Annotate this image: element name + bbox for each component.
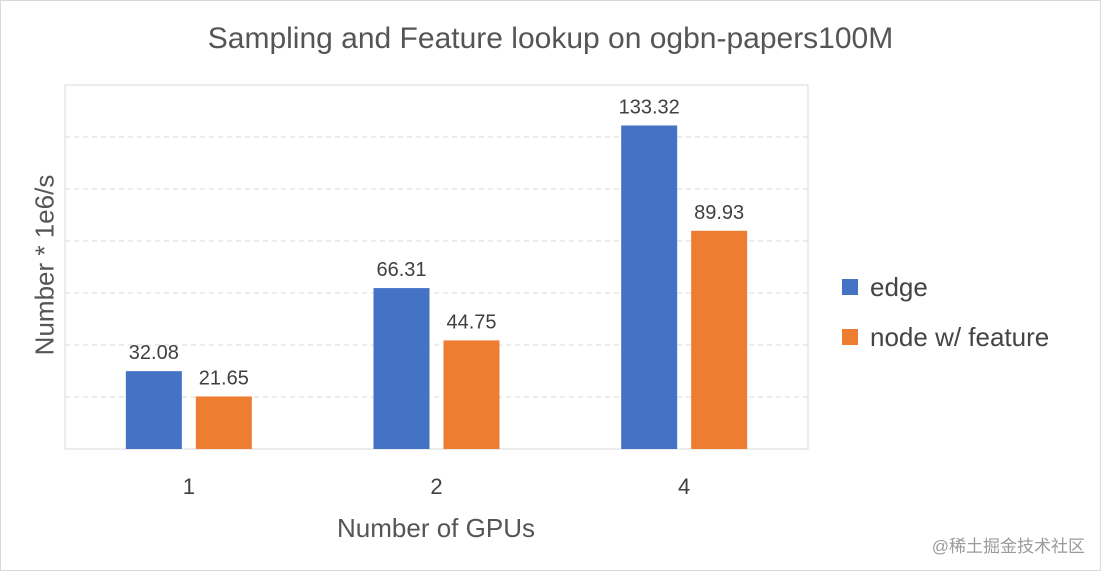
- x-tick-label: 1: [183, 474, 195, 499]
- data-label-node-w-feature-gpu-4: 89.93: [694, 202, 744, 224]
- x-tick-label: 2: [430, 474, 442, 499]
- bar-edge-gpu-4: [621, 125, 678, 449]
- legend-label-node-feature: node w/ feature: [870, 321, 1050, 352]
- data-label-edge-gpu-4: 133.32: [619, 96, 680, 118]
- chart-title: Sampling and Feature lookup on ogbn-pape…: [207, 22, 894, 55]
- bar-edge-gpu-2: [373, 288, 430, 449]
- bar-node-w-feature-gpu-2: [443, 340, 500, 449]
- bar-node-w-feature-gpu-1: [195, 396, 252, 449]
- bar-edge-gpu-1: [125, 371, 182, 449]
- legend-swatch-node-feature: [842, 329, 858, 345]
- y-axis-label: Number * 1e6/s: [29, 174, 60, 356]
- watermark: @稀土掘金技术社区: [931, 537, 1085, 556]
- legend: edge node w/ feature: [842, 271, 1050, 374]
- legend-item-edge: edge: [842, 271, 1049, 302]
- data-label-edge-gpu-1: 32.08: [129, 342, 179, 364]
- plot-border: [64, 84, 809, 450]
- legend-item-node-feature: node w/ feature: [842, 321, 1050, 352]
- data-label-node-w-feature-gpu-2: 44.75: [446, 311, 496, 333]
- x-tick-label: 4: [678, 474, 690, 499]
- x-axis-label: Number of GPUs: [337, 513, 535, 543]
- legend-label-edge: edge: [870, 271, 928, 302]
- data-label-node-w-feature-gpu-1: 21.65: [199, 367, 249, 389]
- bar-node-w-feature-gpu-4: [691, 230, 748, 449]
- legend-swatch-edge: [842, 279, 858, 295]
- data-label-edge-gpu-2: 66.31: [376, 259, 426, 281]
